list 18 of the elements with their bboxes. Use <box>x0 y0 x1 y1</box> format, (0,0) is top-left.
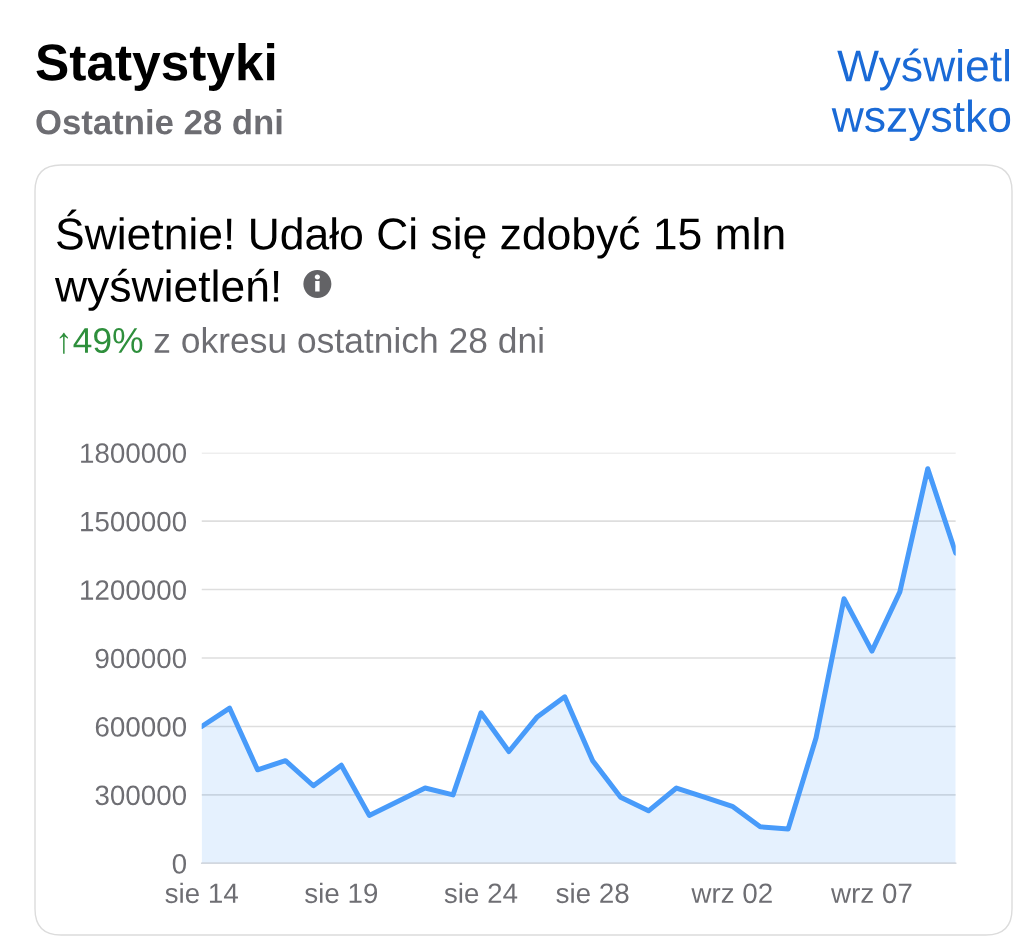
x-tick-label: sie 28 <box>556 882 629 904</box>
x-tick-label: sie 14 <box>165 882 238 904</box>
text: Wyświetl wszystko <box>831 48 1011 141</box>
x-tick-label: wrz 07 <box>830 883 912 904</box>
y-tick-label: 600000 <box>95 717 187 737</box>
y-tick-label: 1500000 <box>81 511 187 532</box>
y-tick-label: 300000 <box>95 785 187 806</box>
y-tick-label: 0 <box>172 853 187 874</box>
text: Ostatnie 28 dni <box>36 109 282 135</box>
x-tick-label: sie 24 <box>444 882 518 904</box>
y-tick-label: 1200000 <box>81 580 187 600</box>
y-tick-label: 900000 <box>95 648 187 669</box>
chart-subtitle: ↑49% z okresu ostatnich 28 dni <box>59 327 543 354</box>
x-tick-label: wrz 02 <box>691 883 772 904</box>
y-tick-label: 1800000 <box>81 443 187 464</box>
x-tick-label: sie 19 <box>305 882 378 904</box>
chart-title: Świetnie! Udało Ci się zdobyć 15 mln wyświetleń! <box>54 209 784 311</box>
text: Statystyki <box>36 43 275 91</box>
